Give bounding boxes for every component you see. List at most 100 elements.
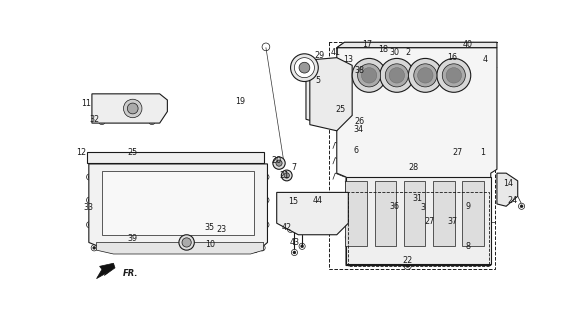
Circle shape: [404, 234, 410, 240]
Circle shape: [241, 162, 248, 169]
Circle shape: [154, 246, 158, 249]
Circle shape: [99, 158, 102, 162]
Circle shape: [153, 162, 159, 169]
Circle shape: [153, 154, 156, 157]
Text: 3: 3: [420, 203, 426, 212]
Circle shape: [380, 196, 385, 201]
Circle shape: [215, 162, 220, 169]
Circle shape: [109, 154, 113, 157]
Circle shape: [469, 197, 471, 200]
Circle shape: [185, 246, 188, 249]
Circle shape: [185, 154, 188, 157]
Circle shape: [500, 177, 503, 180]
Circle shape: [218, 158, 220, 162]
Circle shape: [318, 79, 325, 87]
Circle shape: [375, 234, 380, 240]
Polygon shape: [337, 42, 497, 48]
Circle shape: [467, 196, 472, 201]
Text: 14: 14: [503, 179, 513, 188]
Circle shape: [91, 245, 97, 251]
Circle shape: [260, 164, 263, 167]
Circle shape: [179, 235, 194, 250]
Circle shape: [310, 197, 317, 203]
Text: 31: 31: [413, 194, 423, 203]
Circle shape: [486, 257, 489, 259]
Circle shape: [104, 158, 107, 162]
Circle shape: [250, 158, 253, 162]
Circle shape: [382, 51, 385, 54]
Circle shape: [437, 59, 471, 92]
Circle shape: [273, 157, 285, 169]
Circle shape: [174, 158, 178, 162]
Circle shape: [185, 164, 188, 167]
Circle shape: [402, 52, 410, 59]
Circle shape: [376, 236, 379, 239]
Circle shape: [319, 81, 323, 85]
Text: 39: 39: [128, 234, 138, 243]
Circle shape: [382, 197, 384, 200]
Circle shape: [265, 198, 268, 202]
Circle shape: [347, 46, 349, 49]
Circle shape: [442, 64, 465, 87]
Text: 19: 19: [235, 97, 246, 106]
Circle shape: [93, 154, 96, 157]
Circle shape: [180, 154, 183, 157]
Circle shape: [104, 154, 107, 157]
Circle shape: [183, 245, 190, 251]
Circle shape: [449, 234, 455, 240]
Circle shape: [479, 236, 482, 239]
Circle shape: [372, 129, 378, 135]
Text: 27: 27: [424, 217, 435, 226]
Circle shape: [88, 223, 91, 226]
Circle shape: [148, 158, 151, 162]
Circle shape: [86, 222, 93, 228]
Text: 23: 23: [216, 225, 226, 234]
Circle shape: [393, 205, 396, 208]
Circle shape: [115, 158, 118, 162]
Circle shape: [382, 257, 384, 259]
Polygon shape: [345, 181, 367, 246]
Circle shape: [377, 45, 382, 50]
Circle shape: [416, 196, 422, 202]
Circle shape: [154, 164, 158, 167]
Circle shape: [347, 236, 350, 239]
Text: 9: 9: [465, 202, 470, 211]
Circle shape: [433, 45, 437, 50]
Circle shape: [88, 175, 91, 179]
Circle shape: [380, 49, 386, 55]
Circle shape: [151, 120, 153, 123]
Circle shape: [281, 195, 285, 198]
Circle shape: [212, 158, 215, 162]
Circle shape: [477, 234, 484, 240]
Circle shape: [276, 160, 282, 166]
Circle shape: [358, 64, 380, 87]
Text: 12: 12: [76, 148, 86, 157]
Text: 25: 25: [336, 105, 346, 114]
Circle shape: [464, 236, 467, 239]
Circle shape: [390, 234, 396, 240]
Circle shape: [360, 234, 367, 240]
Circle shape: [405, 46, 407, 49]
Circle shape: [485, 196, 490, 201]
Circle shape: [312, 198, 315, 202]
Text: 2: 2: [405, 48, 410, 57]
Circle shape: [404, 45, 409, 50]
Circle shape: [121, 154, 123, 157]
Circle shape: [485, 256, 490, 260]
Circle shape: [123, 164, 126, 167]
Circle shape: [223, 158, 226, 162]
Circle shape: [215, 245, 220, 251]
Circle shape: [142, 154, 145, 157]
Circle shape: [484, 65, 490, 71]
Circle shape: [228, 154, 231, 157]
Circle shape: [433, 234, 439, 240]
Circle shape: [88, 158, 91, 162]
Circle shape: [185, 158, 188, 162]
Text: 7: 7: [292, 163, 297, 172]
Circle shape: [174, 154, 178, 157]
Circle shape: [420, 203, 426, 209]
Polygon shape: [310, 58, 352, 131]
Polygon shape: [433, 181, 455, 246]
Circle shape: [450, 236, 453, 239]
Circle shape: [212, 154, 215, 157]
